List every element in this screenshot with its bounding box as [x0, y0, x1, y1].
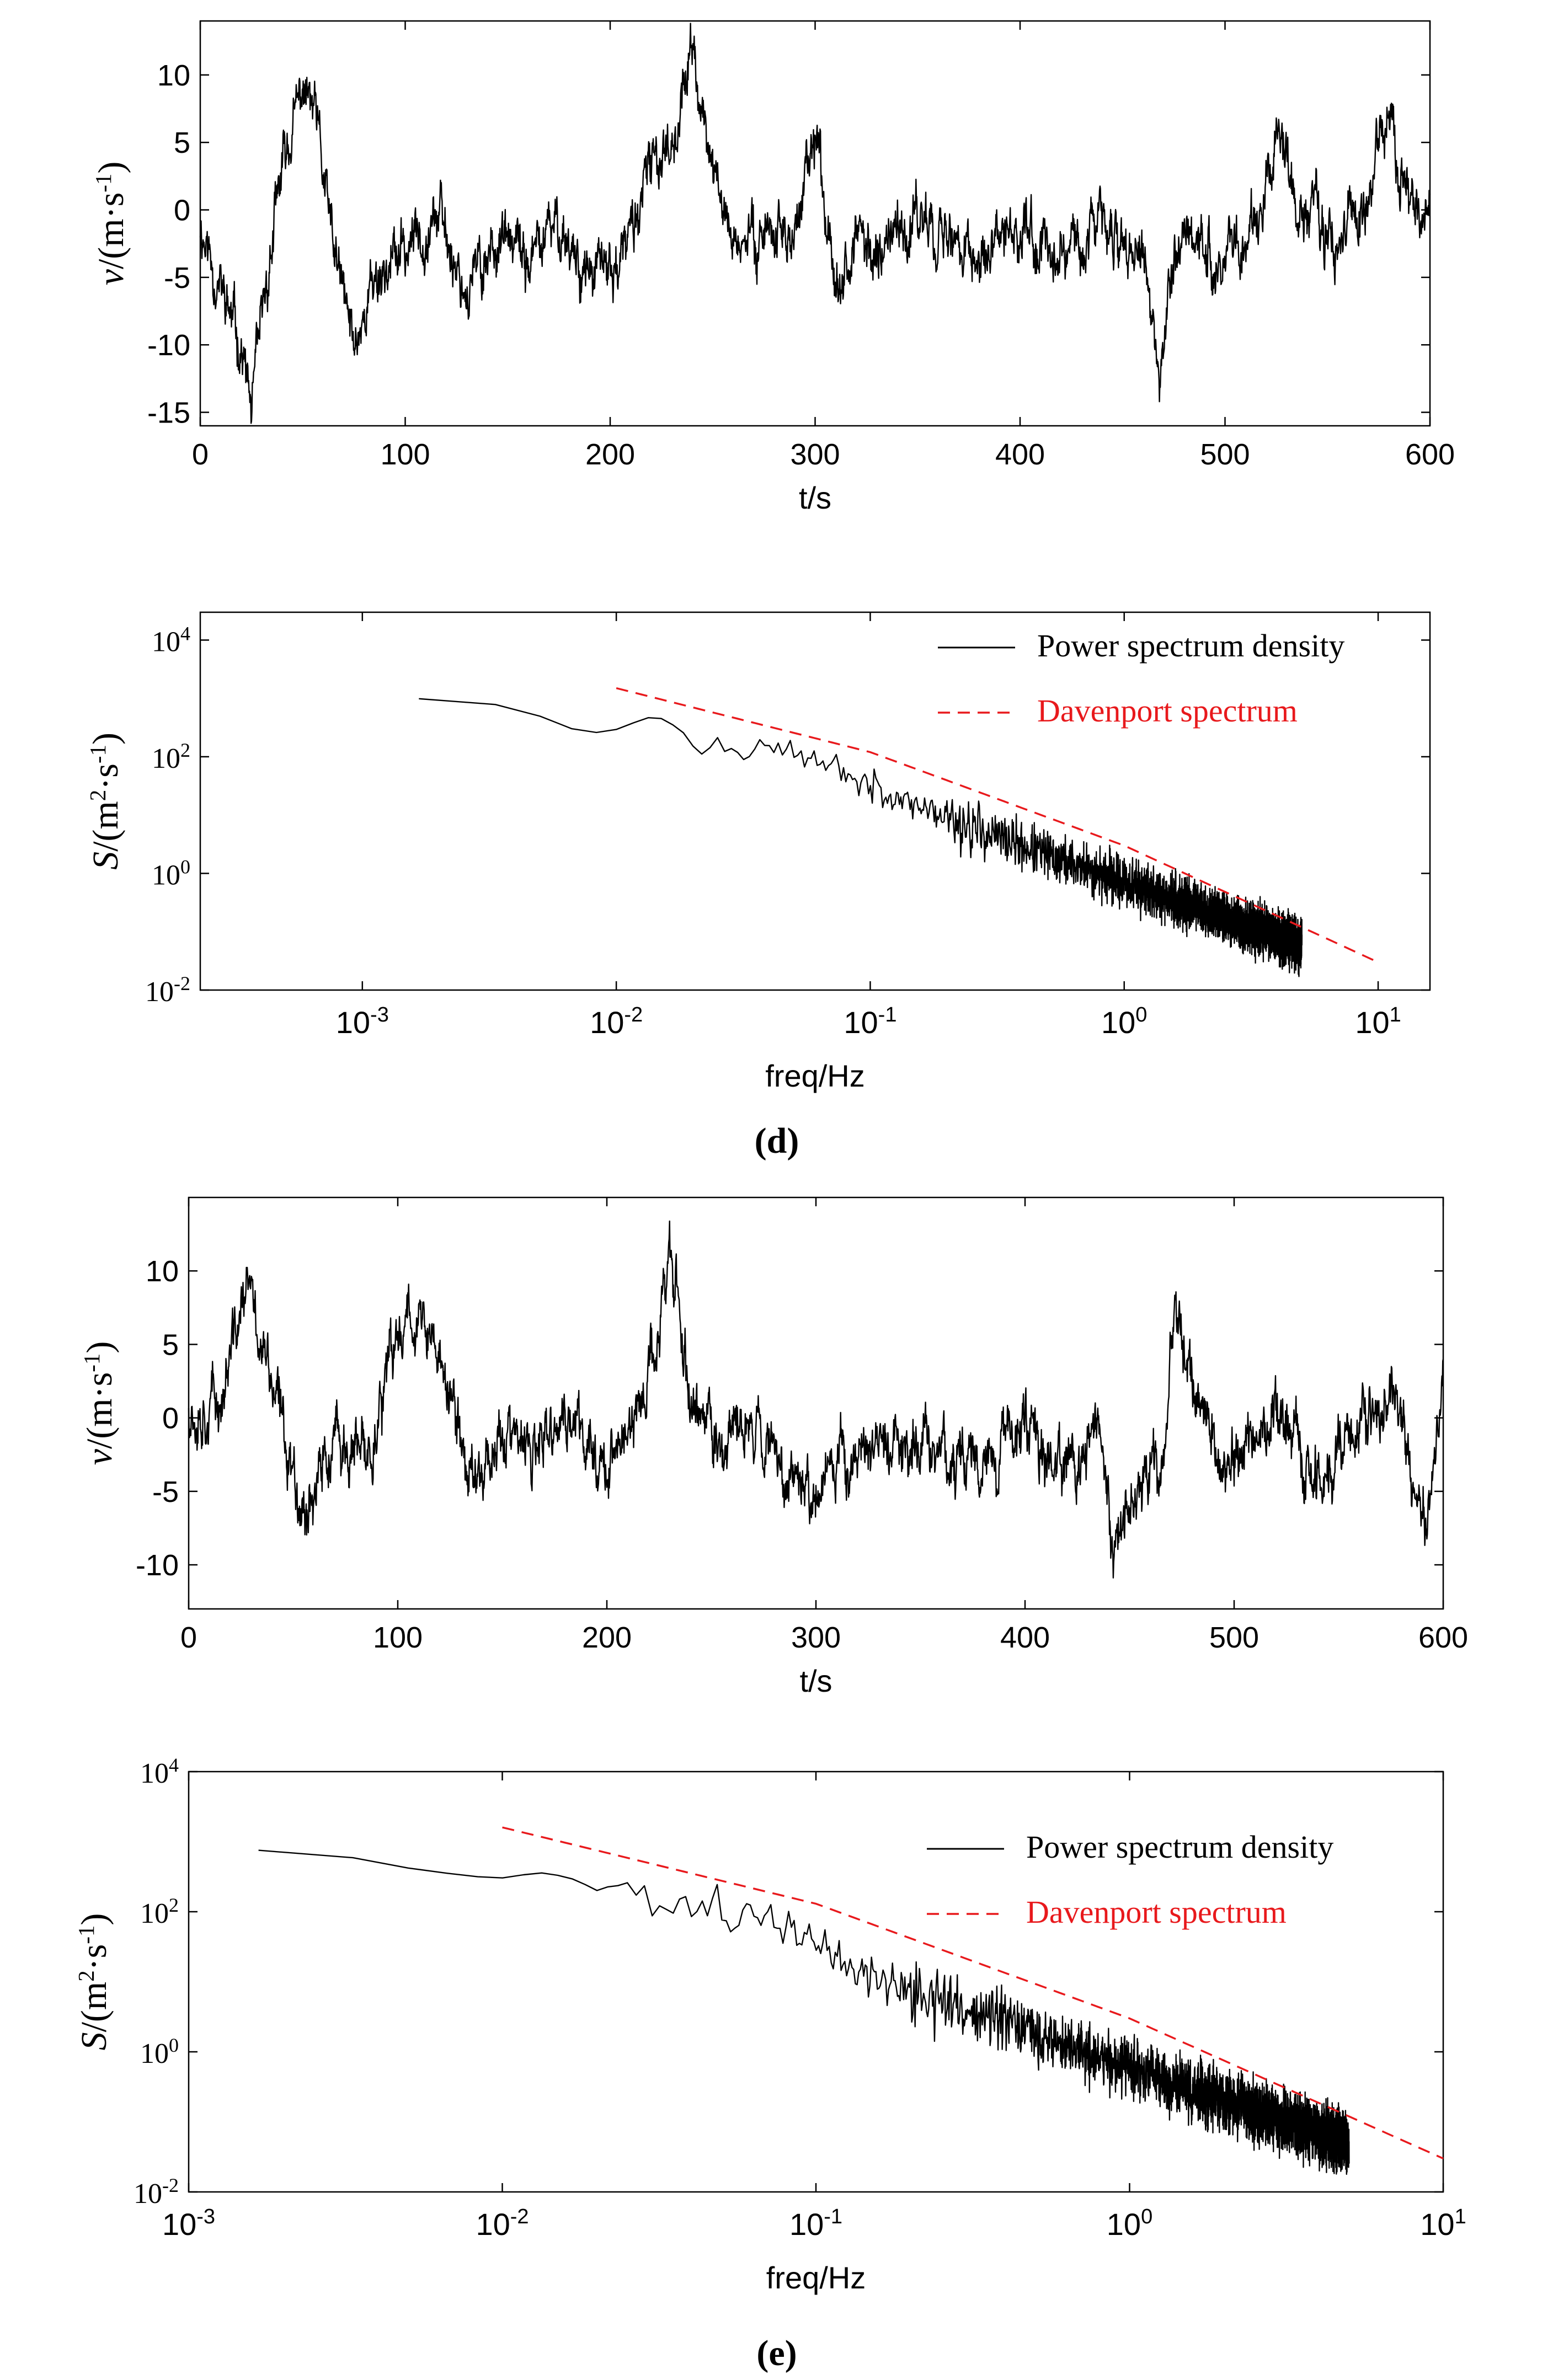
x-tick-label: 400: [995, 438, 1045, 471]
chart-d-spectrum: 10-3 10-2 10-1 100 101 10-2 100 102 104 freq/Hz S/…: [86, 611, 1431, 1093]
y-tick-label: 0: [174, 194, 190, 227]
y-tick-label: -10: [136, 1549, 179, 1582]
x-tick-label: 0: [180, 1621, 197, 1654]
x-tick-label: 10-1: [789, 2205, 842, 2242]
y-tick-label: -5: [164, 261, 190, 295]
y-tick-label: 10-2: [145, 972, 190, 1008]
y-tick-label: 10-2: [134, 2174, 179, 2210]
x-tick-label: 500: [1200, 438, 1250, 471]
legend-entry: Power spectrum density: [1037, 628, 1344, 664]
davenport-series-line: [616, 687, 1379, 964]
velocity-series-line: [188, 1220, 1444, 1579]
legend-entry: Davenport spectrum: [1037, 693, 1298, 729]
plot-frame: [199, 20, 1431, 427]
caption-e: (e): [756, 2333, 797, 2373]
y-axis-label: S/(m2·s-1): [86, 732, 126, 870]
x-tick-label: 500: [1209, 1621, 1259, 1654]
y-tick-label: 100: [140, 2034, 179, 2069]
plot-frame: [199, 611, 1431, 991]
y-tick-label: 10: [146, 1255, 179, 1288]
y-tick-label: 0: [162, 1402, 179, 1435]
x-tick-label: 400: [1000, 1621, 1050, 1654]
x-tick-label: 300: [791, 1621, 841, 1654]
x-tick-label: 600: [1405, 438, 1455, 471]
y-tick-label: 104: [152, 622, 190, 657]
chart-e-spectrum: 10-3 10-2 10-1 100 10110-2100102104freq/HzS/…: [74, 1754, 1466, 2295]
y-tick-label: 102: [152, 739, 190, 774]
y-axis-label: v/(m·s-1): [91, 162, 132, 286]
x-tick-label: 10-2: [476, 2205, 529, 2242]
x-tick-label: 300: [790, 438, 840, 471]
x-tick-label: 200: [585, 438, 635, 471]
x-axis-label: freq/Hz: [765, 1058, 865, 1093]
x-axis-label: t/s: [799, 480, 831, 515]
legend: Power spectrum density Davenport spectrum: [927, 1829, 1333, 1930]
x-tick-label: 100: [380, 438, 430, 471]
davenport-series-line: [502, 1826, 1444, 2159]
chart-d-time-history: 0 100 200 300 400 500 600 -15 -10 -5 0 5 10 t/s v/(m·s…: [91, 20, 1455, 515]
y-tick-label: -5: [152, 1475, 179, 1509]
x-tick-label: 600: [1418, 1621, 1468, 1654]
y-axis-label: v/(m·s-1): [79, 1341, 120, 1466]
y-tick-label: -15: [147, 397, 190, 430]
x-tick-label: 10-3: [162, 2205, 215, 2242]
y-tick-label: 102: [140, 1894, 179, 1929]
caption-d: (d): [755, 1121, 799, 1161]
y-tick-label: 5: [174, 126, 190, 159]
y-tick-label: 100: [152, 855, 190, 891]
velocity-series-line: [199, 23, 1431, 424]
y-tick-label: -10: [147, 329, 190, 362]
x-tick-label: 200: [582, 1621, 632, 1654]
x-tick-label: 100: [373, 1621, 423, 1654]
psd-series-line: [419, 698, 1303, 977]
x-tick-label: 0: [192, 438, 209, 471]
x-tick-label: 100: [1101, 1003, 1147, 1040]
legend-entry: Power spectrum density: [1026, 1829, 1333, 1865]
legend-entry: Davenport spectrum: [1026, 1894, 1287, 1930]
y-tick-label: 104: [140, 1754, 179, 1789]
x-axis-label: t/s: [799, 1664, 832, 1698]
psd-series-line: [258, 1849, 1350, 2175]
plot-frame: [188, 1196, 1444, 1610]
y-tick-label: 5: [162, 1328, 179, 1361]
y-axis-label: S/(m2·s-1): [74, 1913, 115, 2051]
chart-e-time-history: 0 100 200 300 400 500 600 -10 -5 0 5 10 t/s v/(m·s-1): [79, 1196, 1468, 1698]
y-tick-label: 10: [157, 59, 190, 92]
x-tick-label: 100: [1107, 2205, 1152, 2242]
x-tick-label: 10-3: [336, 1003, 389, 1040]
x-tick-label: 101: [1420, 2205, 1466, 2242]
x-tick-label: 10-2: [590, 1003, 643, 1040]
x-tick-label: 101: [1355, 1003, 1401, 1040]
x-tick-label: 10-1: [844, 1003, 896, 1040]
x-axis-label: freq/Hz: [766, 2260, 866, 2295]
legend: Power spectrum density Davenport spectrum: [938, 628, 1344, 729]
